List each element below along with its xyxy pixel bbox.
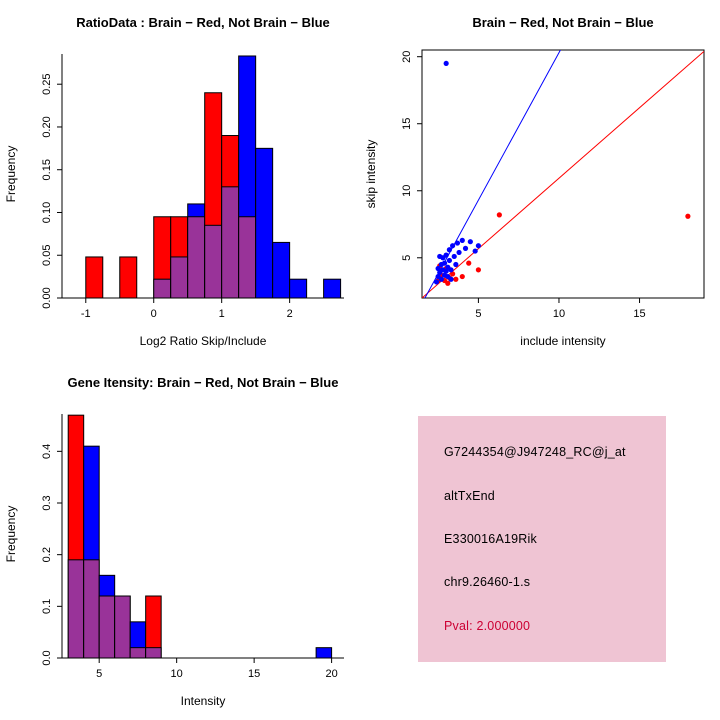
chart-title: Gene Itensity: Brain − Red, Not Brain − … xyxy=(68,375,339,390)
hist-bar-overlap xyxy=(221,186,240,299)
location-text: chr9.26460-1.s xyxy=(444,575,531,590)
chart-title: Brain − Red, Not Brain − Blue xyxy=(472,15,653,30)
hist-bar-overlap xyxy=(83,559,100,659)
hist-bar-overlap xyxy=(98,595,116,659)
blue-data-point xyxy=(454,240,461,246)
y-tick-label: 0.05 xyxy=(41,245,53,266)
splice-type-text: altTxEnd xyxy=(444,488,495,503)
y-tick-label: 0.3 xyxy=(41,495,53,510)
y-tick-label: 10 xyxy=(401,185,413,197)
y-tick-label: 0.10 xyxy=(41,202,53,223)
y-tick-label: 0.1 xyxy=(41,599,53,614)
hist-bar-overlap xyxy=(238,216,257,299)
gene-intensity-histogram-chart: Gene Itensity: Brain − Red, Not Brain − … xyxy=(4,375,344,708)
blue-data-point xyxy=(456,249,462,256)
blue-data-point xyxy=(472,248,478,254)
x-tick-label: 15 xyxy=(248,668,260,680)
x-tick-label: 0 xyxy=(151,308,157,320)
red-data-point xyxy=(475,267,481,273)
red-data-point xyxy=(453,276,459,282)
hist-bar-red xyxy=(85,256,104,299)
y-tick-label: 0.20 xyxy=(41,116,53,137)
y-axis-label: Frequency xyxy=(4,146,18,203)
hist-bar-overlap xyxy=(114,595,131,659)
y-tick-label: 5 xyxy=(401,255,413,261)
x-axis-label: include intensity xyxy=(520,334,605,348)
probe-id-text: G7244354@J947248_RC@j_at xyxy=(444,445,626,460)
x-tick-label: 1 xyxy=(219,308,225,320)
blue-data-point xyxy=(441,260,448,266)
ratio-histogram-chart: RatioData : Brain − Red, Not Brain − Blu… xyxy=(4,15,344,348)
y-tick-label: 0.4 xyxy=(41,444,53,459)
hist-bar-blue xyxy=(255,147,274,299)
blue-data-point xyxy=(475,243,481,249)
gene-info-box: G7244354@J947248_RC@j_at altTxEnd E33001… xyxy=(418,416,666,662)
x-tick-label: -1 xyxy=(81,308,91,320)
chart-title: RatioData : Brain − Red, Not Brain − Blu… xyxy=(76,15,330,30)
x-tick-label: 15 xyxy=(633,308,645,320)
x-tick-label: 10 xyxy=(171,668,183,680)
hist-bar-red xyxy=(119,256,138,299)
hist-bar-overlap xyxy=(170,256,189,299)
y-tick-label: 0.0 xyxy=(41,650,53,665)
y-tick-label: 0.2 xyxy=(41,547,53,562)
hist-bar-overlap xyxy=(153,278,172,299)
red-data-point xyxy=(459,273,465,280)
x-tick-label: 10 xyxy=(553,308,565,320)
x-tick-label: 5 xyxy=(96,668,102,680)
blue-data-point xyxy=(448,267,454,273)
hist-bar-overlap xyxy=(204,224,223,299)
hist-bar-overlap xyxy=(129,647,147,659)
hist-bar-blue xyxy=(272,241,291,299)
hist-bar-blue xyxy=(315,647,333,659)
blue-data-point xyxy=(443,268,449,274)
y-axis-label: skip intensity xyxy=(364,140,378,209)
y-tick-label: 0.25 xyxy=(41,73,53,94)
x-axis-label: Intensity xyxy=(181,694,226,708)
y-tick-label: 0.15 xyxy=(41,159,53,180)
blue-data-point xyxy=(448,276,454,282)
x-tick-label: 20 xyxy=(325,668,337,680)
red-data-point xyxy=(466,260,472,266)
hist-bar-blue xyxy=(323,278,342,299)
blue-data-point xyxy=(433,279,440,285)
hist-bar-overlap xyxy=(145,647,162,659)
blue-data-point xyxy=(446,257,452,264)
x-tick-label: 5 xyxy=(475,308,481,320)
red-data-point xyxy=(445,280,451,286)
red-data-point xyxy=(685,213,691,219)
hist-bar-overlap xyxy=(187,216,206,299)
red-data-point xyxy=(450,271,456,277)
blue-data-point xyxy=(438,276,444,282)
plot-box xyxy=(421,49,705,299)
red-fit-line xyxy=(422,50,704,298)
blue-data-point xyxy=(467,239,473,245)
y-tick-label: 20 xyxy=(401,51,413,63)
y-tick-label: 0.00 xyxy=(41,287,53,308)
blue-data-point xyxy=(450,243,456,249)
blue-data-point xyxy=(453,261,459,268)
red-data-point xyxy=(496,212,502,218)
hist-bar-blue xyxy=(289,278,308,299)
gene-symbol-text: E330016A19Rik xyxy=(444,531,537,546)
hist-bar-overlap xyxy=(67,559,85,659)
x-axis-label: Log2 Ratio Skip/Include xyxy=(140,334,267,348)
blue-data-point xyxy=(435,265,441,272)
blue-data-point xyxy=(443,60,449,67)
y-tick-label: 15 xyxy=(401,118,413,130)
gene-info-cell: G7244354@J947248_RC@j_at altTxEnd E33001… xyxy=(360,360,720,720)
blue-data-point xyxy=(459,237,465,243)
blue-data-point xyxy=(446,247,452,253)
pval-text: Pval: 2.000000 xyxy=(444,618,531,633)
blue-data-point xyxy=(462,245,469,251)
blue-data-point xyxy=(451,253,457,260)
intensity-scatter-chart: Brain − Red, Not Brain − Blue include int… xyxy=(364,15,705,348)
y-axis-label: Frequency xyxy=(4,506,18,563)
x-tick-label: 2 xyxy=(287,308,293,320)
blue-data-point xyxy=(443,252,449,258)
